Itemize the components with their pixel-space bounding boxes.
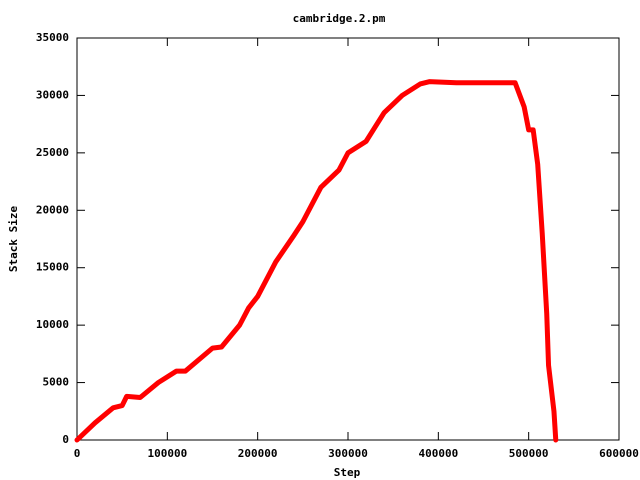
y-axis-label: Stack Size (7, 206, 20, 273)
y-tick-label: 30000 (36, 88, 69, 101)
y-tick-label: 0 (62, 433, 69, 446)
x-axis-label: Step (334, 466, 361, 479)
data-line (74, 79, 559, 443)
x-tick-label: 300000 (328, 447, 368, 460)
y-tick-label: 25000 (36, 146, 69, 159)
x-tick-label: 500000 (509, 447, 549, 460)
y-tick-label: 20000 (36, 203, 69, 216)
x-tick-label: 200000 (238, 447, 278, 460)
y-tick-label: 35000 (36, 31, 69, 44)
y-tick-label: 5000 (43, 376, 70, 389)
x-tick-label: 0 (74, 447, 81, 460)
x-tick-label: 100000 (147, 447, 187, 460)
x-tick-label: 600000 (599, 447, 639, 460)
y-tick-label: 15000 (36, 261, 69, 274)
chart-title: cambridge.2.pm (293, 12, 386, 25)
x-tick-label: 400000 (418, 447, 458, 460)
y-tick-label: 10000 (36, 318, 69, 331)
